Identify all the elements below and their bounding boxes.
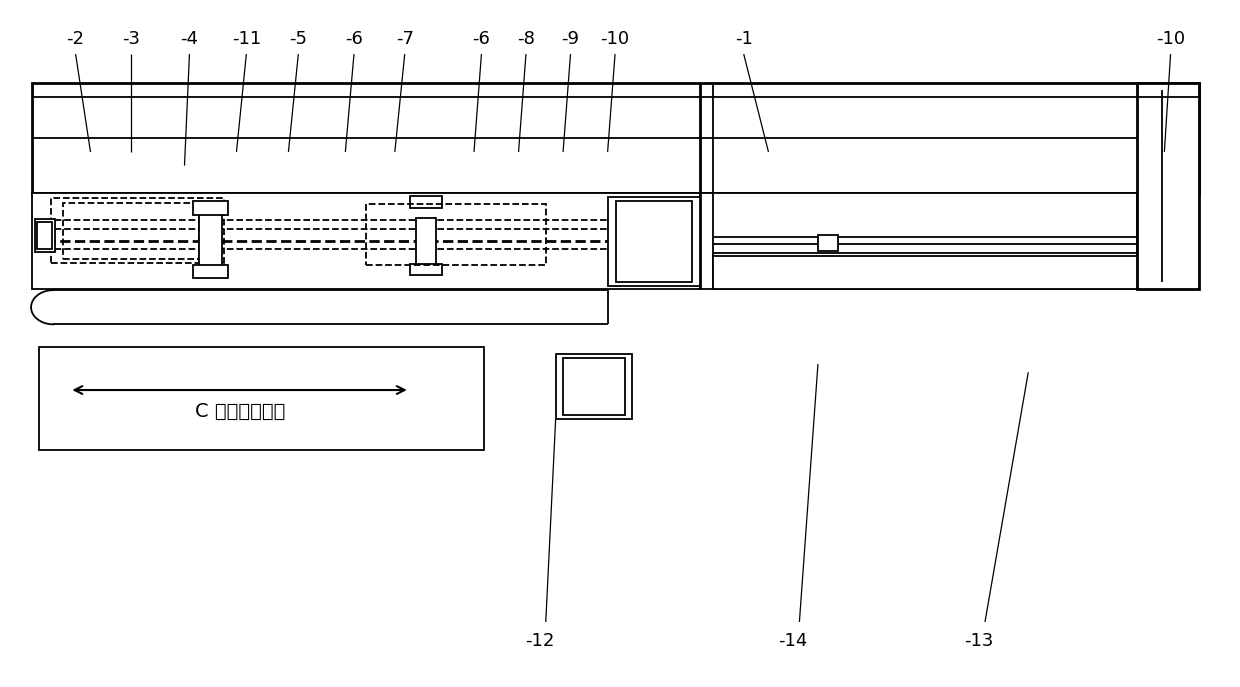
Text: -4: -4 [181,30,198,48]
Text: -10: -10 [600,30,630,48]
Text: -8: -8 [517,30,534,48]
Text: -9: -9 [562,30,579,48]
Text: -6: -6 [472,30,490,48]
Bar [366,204,546,265]
Bar [51,198,224,262]
Bar [713,256,1137,289]
Text: -11: -11 [232,30,260,48]
Bar [616,201,692,282]
Text: -3: -3 [123,30,140,48]
Bar [37,222,52,249]
Text: -12: -12 [525,632,554,650]
Bar [409,196,441,208]
Bar [556,354,632,419]
Text: -1: -1 [735,30,753,48]
Text: -7: -7 [396,30,414,48]
Bar [38,347,484,449]
Text: -5: -5 [289,30,308,48]
Bar [701,193,1137,289]
Text: -2: -2 [67,30,84,48]
Bar [63,203,200,259]
Bar [818,235,838,251]
Bar [415,218,435,269]
Text: -13: -13 [965,632,993,650]
Text: -6: -6 [345,30,363,48]
Bar [193,264,228,278]
Bar [409,264,441,275]
Text: -10: -10 [1156,30,1185,48]
Bar [35,219,55,252]
Bar [200,210,222,275]
Bar [1137,84,1199,289]
Bar [32,84,1199,193]
Bar [32,193,701,289]
Bar [563,358,625,415]
Bar [193,201,228,215]
Text: -14: -14 [779,632,808,650]
Bar [608,197,701,286]
Text: C 形架扫描方向: C 形架扫描方向 [195,403,285,421]
